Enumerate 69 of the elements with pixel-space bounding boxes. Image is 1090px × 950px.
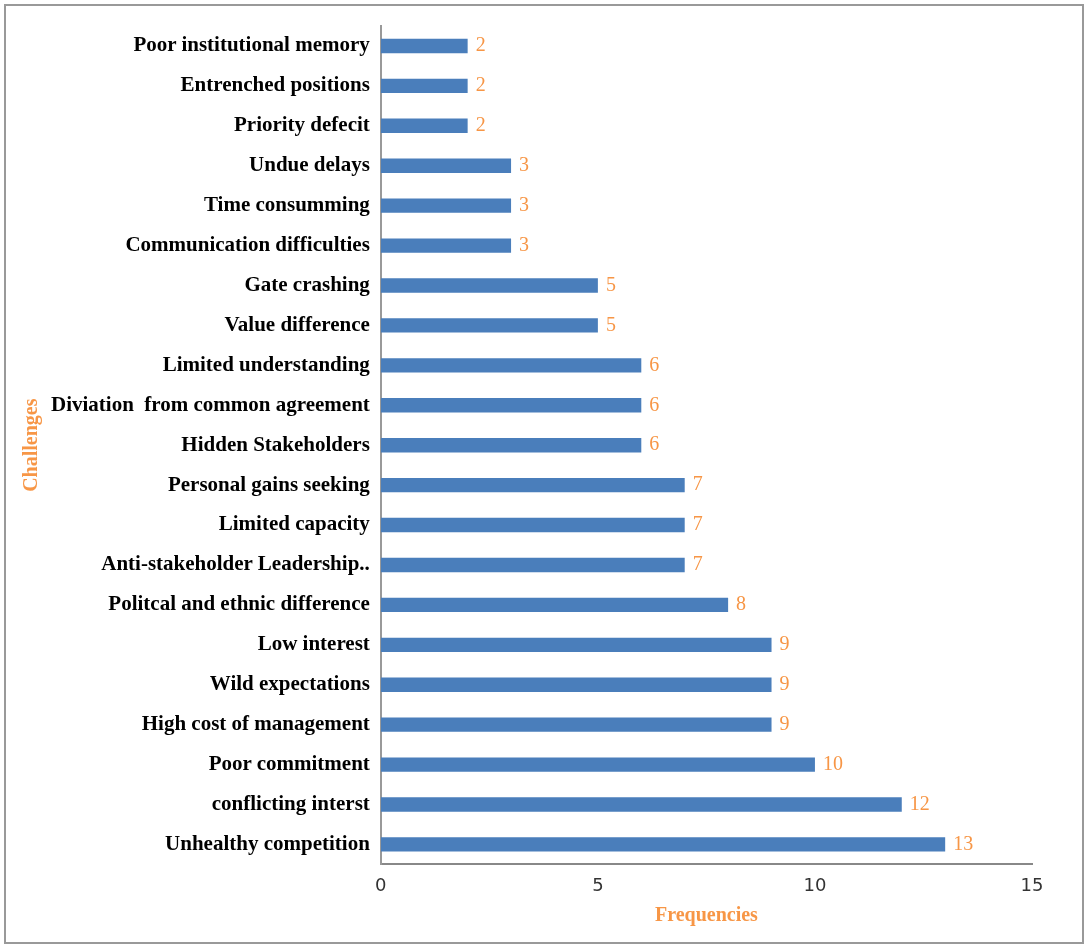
data-label: 7: [692, 512, 703, 535]
y-tick-label: Low interest: [257, 631, 370, 656]
y-tick-label: Anti-stakeholder Leadership..: [101, 551, 370, 576]
y-tick-label: Unhealthy competition: [165, 830, 371, 855]
y-tick-label: Gate crashing: [244, 271, 371, 296]
bar: [380, 477, 685, 493]
bar: [380, 118, 468, 133]
data-label: 6: [649, 352, 660, 375]
bar: [380, 278, 598, 293]
y-tick-label: Value difference: [224, 311, 370, 336]
bar: [380, 677, 772, 692]
y-tick-label: Poor commitment: [208, 751, 370, 776]
data-label: 6: [649, 392, 660, 415]
data-label: 2: [475, 33, 486, 56]
data-label: 13: [953, 831, 974, 854]
data-label: 2: [475, 113, 486, 136]
y-tick-label: Personal gains seeking: [167, 471, 371, 496]
bar: [380, 597, 729, 613]
bar: [380, 717, 772, 732]
x-axis-title: Frequencies: [654, 903, 759, 927]
x-tick-label: 10: [803, 873, 827, 895]
y-tick-label: Poor institutional memory: [133, 32, 371, 57]
data-label: 5: [605, 312, 616, 335]
data-label: 2: [475, 73, 486, 96]
bar: [380, 238, 512, 253]
y-tick-label: Priority defecit: [233, 112, 370, 137]
bar: [380, 398, 642, 413]
bar: [380, 438, 642, 453]
y-tick-label: Diviation from common agreement: [51, 391, 370, 416]
y-tick-label: Wild expectations: [209, 671, 370, 696]
x-tick-label: 5: [592, 873, 604, 895]
bar: [380, 517, 685, 533]
bar: [380, 38, 468, 54]
data-label: 3: [519, 152, 530, 175]
y-tick-label: High cost of management: [141, 711, 370, 736]
data-label: 9: [779, 632, 790, 655]
y-tick-label: conflicting interst: [211, 790, 370, 815]
y-tick-label: Undue delays: [249, 152, 370, 177]
bar: [380, 557, 685, 573]
bar: [380, 358, 642, 373]
bar: [380, 78, 468, 94]
y-tick-label: Entrenched positions: [180, 72, 370, 97]
bar: [380, 318, 598, 333]
data-label: 6: [649, 432, 660, 455]
x-tick-label: 15: [1020, 873, 1044, 895]
y-tick-label: Politcal and ethnic difference: [108, 591, 370, 616]
data-label: 7: [692, 472, 703, 495]
bar: [380, 837, 946, 852]
y-tick-label: Limited capacity: [218, 511, 371, 536]
bar: [380, 757, 815, 772]
y-tick-label: Time consumming: [203, 192, 371, 217]
y-axis-title: Challenges: [19, 398, 43, 492]
data-label: 7: [692, 552, 703, 575]
bar: [380, 198, 512, 213]
x-tick-label: 0: [375, 873, 387, 895]
y-tick-label: Limited understanding: [162, 351, 371, 376]
y-tick-label: Communication difficulties: [125, 232, 370, 256]
bar: [380, 797, 902, 812]
data-label: 3: [519, 232, 530, 255]
data-label: 5: [605, 272, 616, 295]
data-label: 9: [779, 671, 790, 694]
bar: [380, 637, 772, 653]
y-tick-label: Hidden Stakeholders: [181, 431, 370, 456]
data-label: 9: [779, 711, 790, 734]
data-label: 8: [736, 592, 747, 615]
data-label: 10: [822, 751, 843, 774]
data-label: 3: [519, 192, 530, 215]
data-label: 12: [909, 791, 930, 814]
bar: [380, 158, 512, 173]
